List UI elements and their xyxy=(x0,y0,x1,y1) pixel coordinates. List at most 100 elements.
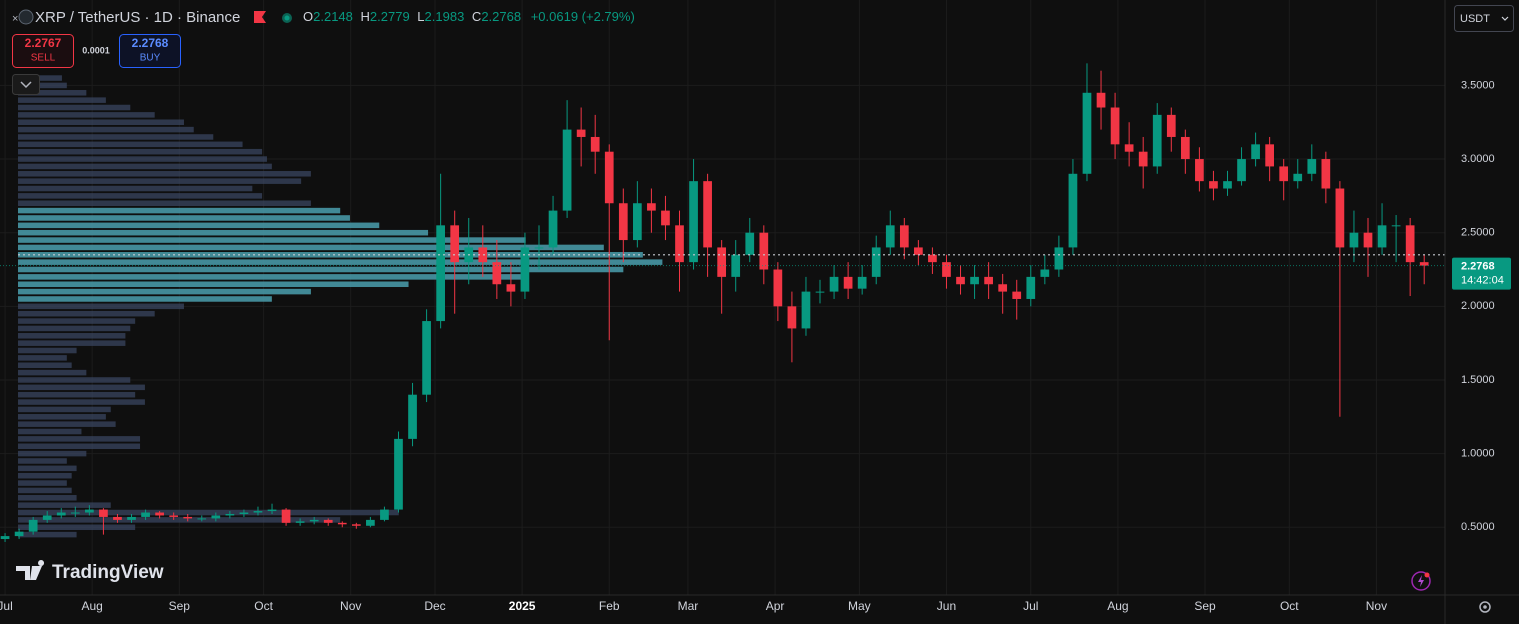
candle-body xyxy=(1279,166,1289,182)
profile-row xyxy=(18,200,311,207)
profile-row xyxy=(18,281,409,288)
candle-body xyxy=(773,269,783,307)
profile-row xyxy=(18,406,111,413)
y-tick-label: 3.0000 xyxy=(1461,153,1495,165)
candle-body xyxy=(843,276,853,289)
alert-dot xyxy=(1424,572,1430,578)
symbol-title[interactable]: XRP / TetherUS · 1D · Binance xyxy=(35,9,240,26)
profile-row xyxy=(18,90,87,96)
candle-body xyxy=(1209,181,1218,189)
profile-row xyxy=(18,517,341,523)
candle-body xyxy=(590,136,600,152)
candle-body xyxy=(1265,144,1274,167)
candle-body xyxy=(717,247,727,277)
candle-body xyxy=(0,536,10,540)
x-tick-label: Aug xyxy=(1107,599,1128,613)
candle-body xyxy=(1349,232,1359,248)
collapse-button[interactable] xyxy=(12,74,40,95)
candle-body xyxy=(127,516,136,520)
candle-body xyxy=(1026,276,1036,299)
candle-body xyxy=(562,129,572,211)
profile-row xyxy=(18,450,87,457)
candle-body xyxy=(42,515,52,520)
candle-body xyxy=(1124,144,1134,152)
candle-body xyxy=(1068,173,1078,248)
profile-row xyxy=(18,524,136,531)
candle-body xyxy=(1040,269,1050,277)
candle-body xyxy=(970,276,979,285)
candle-body xyxy=(914,247,923,255)
flag-icon[interactable] xyxy=(254,11,266,23)
candle-body xyxy=(1405,225,1415,263)
x-tick-label: Oct xyxy=(254,599,273,613)
candle-body xyxy=(1251,144,1260,160)
candle-body xyxy=(225,513,235,516)
candle-body xyxy=(759,232,769,270)
candle-body xyxy=(829,276,839,292)
buy-price: 2.2768 xyxy=(132,36,169,50)
candle-body xyxy=(871,247,881,277)
profile-row xyxy=(18,362,72,369)
profile-row xyxy=(18,156,267,162)
profile-row xyxy=(18,414,106,420)
candle-body xyxy=(267,509,277,512)
candle-body xyxy=(942,262,951,277)
candle-body xyxy=(85,509,94,513)
x-tick-label: Sep xyxy=(169,599,191,613)
candle-body xyxy=(56,512,66,516)
x-tick-label: Apr xyxy=(766,599,785,613)
x-tick-label: Nov xyxy=(1366,599,1387,613)
profile-row xyxy=(18,495,77,501)
profile-row xyxy=(18,443,141,450)
buy-button[interactable] xyxy=(119,34,181,68)
candle-body xyxy=(534,247,544,249)
x-tick-label: Feb xyxy=(599,599,620,613)
profile-row xyxy=(18,384,145,391)
candle-body xyxy=(450,225,460,263)
profile-row xyxy=(18,288,311,295)
candle-body xyxy=(1307,159,1317,174)
profile-row xyxy=(18,340,126,346)
candle-body xyxy=(394,438,403,510)
profile-row xyxy=(18,480,67,486)
o-label: O xyxy=(303,9,313,24)
candle-body xyxy=(506,284,516,292)
profile-row xyxy=(18,97,106,103)
settings-icon[interactable] xyxy=(1479,601,1491,613)
profile-row xyxy=(18,141,243,148)
close-value: 2.2768 xyxy=(481,9,521,24)
candle-body xyxy=(689,181,698,263)
candle-body xyxy=(1152,114,1162,167)
candles xyxy=(0,63,1429,542)
y-tick-label: 3.5000 xyxy=(1461,79,1495,91)
profile-row xyxy=(18,399,145,405)
brand-logo xyxy=(16,560,45,580)
candle-body xyxy=(998,284,1008,292)
candle-body xyxy=(1377,225,1387,248)
profile-row xyxy=(18,310,155,317)
profile-row xyxy=(18,266,624,273)
candle-body xyxy=(984,276,993,285)
x-tick-label: Mar xyxy=(678,599,699,613)
currency-label: USDT xyxy=(1460,13,1490,25)
ohlc-legend: O2.2148 H2.2779 L2.1983 C2.2768 +0.0619 … xyxy=(303,9,635,24)
x-tick-label: May xyxy=(848,599,871,613)
sell-button[interactable] xyxy=(12,34,74,68)
candle-body xyxy=(745,232,755,255)
y-tick-label: 0.5000 xyxy=(1461,521,1495,533)
candle-body xyxy=(478,247,488,263)
profile-row xyxy=(18,509,399,516)
profile-row xyxy=(18,82,67,89)
profile-row xyxy=(18,207,341,214)
profile-row xyxy=(18,259,663,265)
profile-row xyxy=(18,502,111,508)
candle-body xyxy=(1012,291,1022,299)
candle-body xyxy=(1110,107,1120,145)
close-icon[interactable]: × xyxy=(12,13,18,25)
candle-body xyxy=(899,225,909,248)
profile-row xyxy=(18,325,131,332)
currency-selector[interactable] xyxy=(1454,5,1514,32)
candle-body xyxy=(1419,262,1429,266)
lightning-icon[interactable] xyxy=(1411,571,1431,591)
